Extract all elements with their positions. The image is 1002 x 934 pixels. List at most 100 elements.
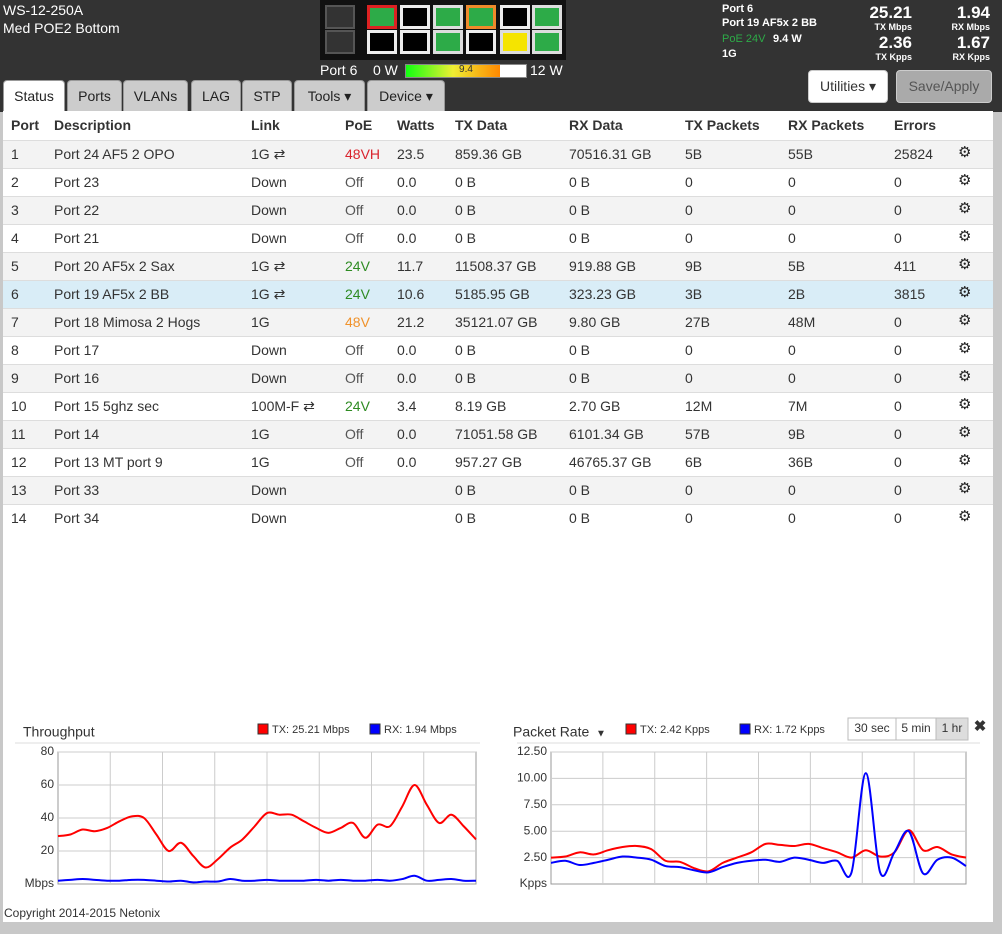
table-cell: Port 18 Mimosa 2 Hogs [54,314,201,330]
table-cell: 0.0 [397,202,417,218]
table-cell: Down [251,174,287,190]
port-icon [500,5,530,29]
table-cell: 0 [894,230,902,246]
port-icon [532,30,562,54]
tab[interactable]: Ports [67,80,122,111]
table-cell: 5 [11,258,19,274]
table-cell: 0 [685,370,693,386]
dropdown-caret: ▼ [596,729,606,740]
table-cell: 11508.37 GB [455,258,537,274]
tab[interactable]: VLANs [123,80,188,111]
settings-icon[interactable]: ⚙ [958,144,972,161]
table-cell: 0 [788,370,796,386]
column-header: TX Data [455,117,508,133]
table-cell: 0.0 [397,174,417,190]
info-link: 1G [722,48,737,60]
tab[interactable]: Tools ▾ [294,80,365,111]
table-cell: Off [345,174,364,190]
table-cell: 0 B [569,370,591,386]
settings-icon[interactable]: ⚙ [958,480,972,497]
column-header: Port [11,117,39,133]
y-tick-label: 20 [41,843,55,857]
table-cell: 5B [685,146,703,162]
table-cell: 0 [894,202,902,218]
settings-icon[interactable]: ⚙ [958,312,972,329]
table-cell: Port 17 [54,342,100,358]
settings-icon[interactable]: ⚙ [958,452,972,469]
series-line [550,772,967,878]
range-button[interactable] [935,717,969,741]
settings-icon[interactable]: ⚙ [958,172,972,189]
port-icon [367,5,397,29]
settings-icon[interactable]: ⚙ [958,368,972,385]
table-cell: 0 [788,174,796,190]
table-cell: Down [251,342,287,358]
legend-label: RX: 1.94 Mbps [384,724,457,736]
table-cell: 0 [685,202,693,218]
table-cell: 48VH [345,146,381,162]
tab-label: Status [14,88,54,104]
table-cell: 1G [251,454,270,470]
table-cell: 7 [11,314,19,330]
tab[interactable]: LAG [191,80,241,111]
table-row [3,392,993,420]
settings-icon[interactable]: ⚙ [958,396,972,413]
column-header: RX Data [569,117,623,133]
table-cell: 8.19 GB [455,398,507,414]
settings-icon[interactable]: ⚙ [958,340,972,357]
y-tick-label: 10.00 [517,771,547,785]
y-axis-label: Mbps [25,876,54,890]
table-cell: Off [345,454,364,470]
stat-value: 25.21 [869,3,912,22]
column-header: Errors [894,117,937,133]
port-panel [320,0,566,60]
table-cell: 0 [685,510,693,526]
table-cell: 1G ⇄ [251,146,286,162]
y-tick-label: 80 [41,744,55,758]
table-cell: 0 B [569,230,591,246]
close-icon[interactable]: ✖ [974,718,987,735]
settings-icon[interactable]: ⚙ [958,200,972,217]
table-cell: 25824 [894,146,933,162]
table-cell: 55B [788,146,813,162]
table-cell: 4 [11,230,19,246]
chart-title: Throughput [23,724,95,740]
save-button[interactable]: Save/Apply [896,70,992,103]
table-cell: 0 [894,510,902,526]
table-cell: 0.0 [397,426,417,442]
table-cell: Port 16 [54,370,100,386]
table-cell: 2B [788,286,806,302]
utilities-button[interactable]: Utilities ▾ [808,70,888,103]
table-cell: 1G ⇄ [251,286,286,302]
tab[interactable]: Status [3,80,65,111]
table-cell: Port 23 [54,174,100,190]
settings-icon[interactable]: ⚙ [958,228,972,245]
y-tick-label: 12.50 [517,744,547,758]
legend-swatch [625,723,637,735]
table-cell: 35121.07 GB [455,314,538,330]
legend-swatch [739,723,751,735]
table-row [3,140,993,168]
port-icon [532,5,562,29]
table-cell: 0 B [455,510,477,526]
table-cell: 46765.37 GB [569,454,652,470]
settings-icon[interactable]: ⚙ [958,284,972,301]
tab[interactable]: Device ▾ [367,80,445,111]
y-tick-label: 40 [41,810,55,824]
table-cell: 3B [685,286,703,302]
table-cell: 6101.34 GB [569,426,644,442]
settings-icon[interactable]: ⚙ [958,424,972,441]
table-cell: Down [251,230,287,246]
range-label: 5 min [901,721,930,735]
tab[interactable]: STP [242,80,292,111]
column-header: Description [54,117,132,133]
table-cell: 0.0 [397,342,417,358]
table-cell: 0 [788,342,796,358]
tab-label: Device [379,88,422,104]
settings-icon[interactable]: ⚙ [958,256,972,273]
table-cell: Off [345,342,364,358]
table-cell: 70516.31 GB [569,146,652,162]
table-cell: 5B [788,258,806,274]
settings-icon[interactable]: ⚙ [958,508,972,525]
